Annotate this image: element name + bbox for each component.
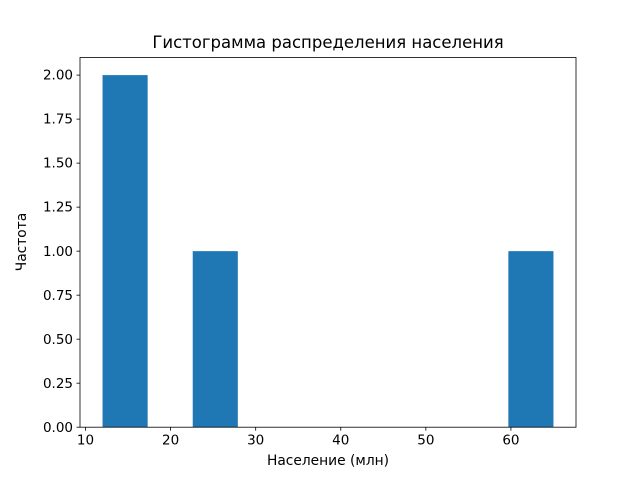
x-tick-label: 40 xyxy=(332,433,349,449)
y-tick-label: 0.50 xyxy=(43,332,73,348)
y-tick-label: 2.00 xyxy=(43,68,73,84)
y-tick-label: 1.25 xyxy=(43,200,73,216)
x-tick-label: 50 xyxy=(417,433,434,449)
plot-border xyxy=(79,57,577,428)
y-axis-label: Частота xyxy=(14,213,30,271)
y-tick-label: 0.00 xyxy=(43,420,73,436)
x-axis-label: Население (млн) xyxy=(267,453,389,469)
histogram-bar xyxy=(508,251,554,428)
histogram-bar xyxy=(192,251,238,428)
x-tick-label: 10 xyxy=(77,433,94,449)
y-tick-label: 1.50 xyxy=(43,156,73,172)
x-tick-label: 20 xyxy=(162,433,179,449)
histogram-bar xyxy=(102,75,148,428)
y-tick-label: 1.00 xyxy=(43,244,73,260)
x-tick-label: 30 xyxy=(247,433,264,449)
y-tick-label: 1.75 xyxy=(43,112,73,128)
y-tick-label: 0.75 xyxy=(43,288,73,304)
y-tick-label: 0.25 xyxy=(43,376,73,392)
x-tick-label: 60 xyxy=(502,433,519,449)
chart-title: Гистограмма распределения населения xyxy=(152,33,503,52)
